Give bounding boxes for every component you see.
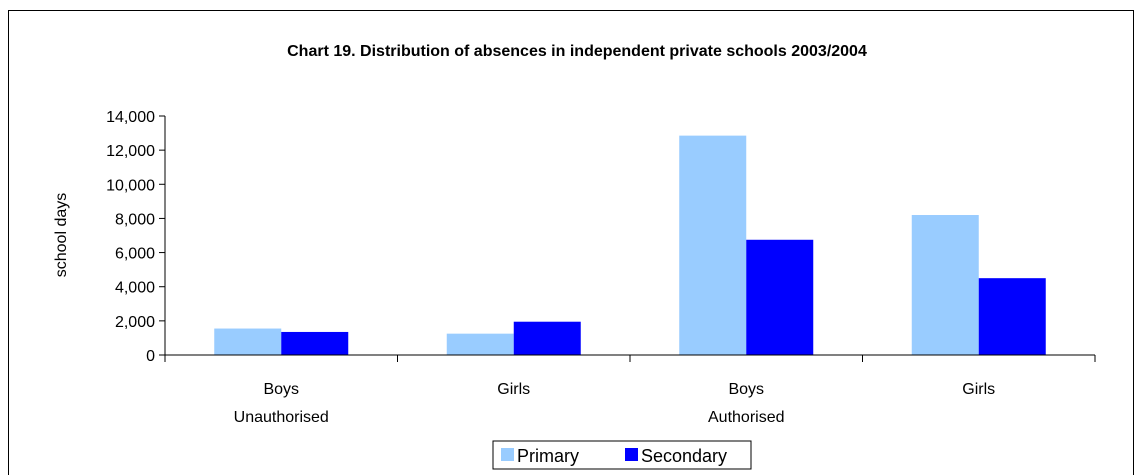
- x-group-label: Authorised: [708, 409, 785, 426]
- x-axis-labels: Boys Unauthorised Girls Boys Authorised Girls: [234, 381, 996, 426]
- legend-box: [492, 440, 752, 470]
- y-tick-label: 6,000: [115, 246, 155, 263]
- y-tick-label: 4,000: [115, 280, 155, 297]
- x-category-label: Girls: [497, 381, 530, 398]
- x-category-label: Boys: [728, 381, 764, 398]
- bar-primary: [446, 333, 514, 355]
- bar-secondary: [281, 331, 349, 355]
- legend-swatch-primary: [501, 448, 514, 461]
- bar-primary: [679, 135, 747, 355]
- y-axis-ticks: 0 2,000 4,000 6,000 8,000 10,000 12,000 14,000: [106, 109, 165, 365]
- legend-label-secondary: Secondary: [641, 446, 727, 466]
- x-group-label: Unauthorised: [234, 409, 329, 426]
- legend-swatch-secondary: [625, 448, 638, 461]
- y-tick-label: 12,000: [106, 143, 155, 160]
- y-tick-label: 2,000: [115, 314, 155, 331]
- bar-secondary: [978, 278, 1046, 355]
- y-tick-label: 8,000: [115, 211, 155, 228]
- axes: [164, 116, 1096, 362]
- bar-primary: [911, 215, 979, 355]
- y-tick-label: 10,000: [106, 177, 155, 194]
- y-tick-label: 14,000: [106, 109, 155, 126]
- bar-primary: [214, 328, 282, 355]
- y-tick-label: 0: [146, 348, 155, 365]
- bar-secondary: [513, 321, 581, 355]
- chart-title: Chart 19. Distribution of absences in in…: [287, 43, 867, 60]
- bar-secondary: [746, 239, 814, 355]
- bars: [214, 135, 1046, 355]
- legend-label-primary: Primary: [517, 446, 579, 466]
- x-category-label: Boys: [263, 381, 299, 398]
- y-axis-title: school days: [53, 193, 70, 278]
- x-category-label: Girls: [962, 381, 995, 398]
- legend: Primary Secondary: [492, 440, 752, 470]
